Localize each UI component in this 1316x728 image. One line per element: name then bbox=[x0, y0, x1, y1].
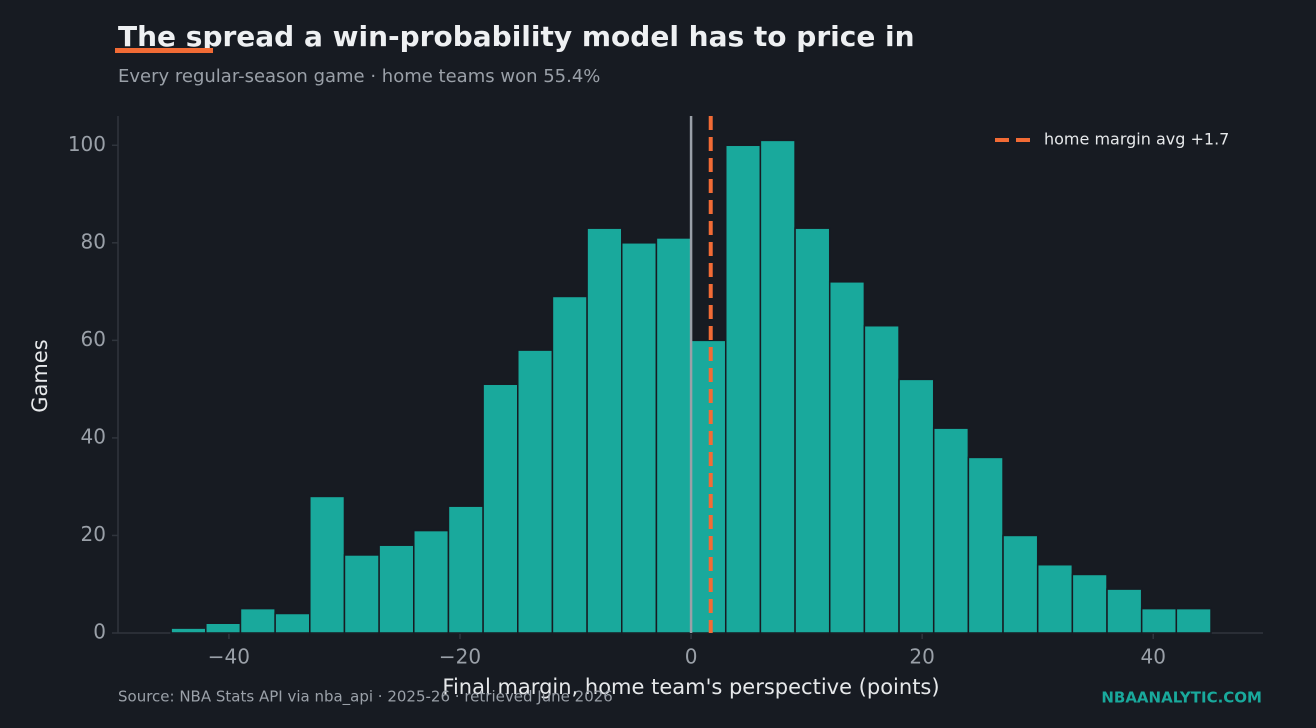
bar bbox=[828, 281, 866, 634]
y-tick-label: 60 bbox=[81, 327, 106, 351]
bar bbox=[1036, 563, 1074, 634]
y-axis-label: Games bbox=[28, 339, 52, 412]
x-tick-label: −20 bbox=[439, 645, 481, 669]
x-tick-label: 40 bbox=[1141, 645, 1166, 669]
bar bbox=[898, 378, 935, 634]
x-tick-label: 0 bbox=[685, 645, 698, 669]
bar bbox=[1106, 588, 1143, 634]
x-axis-label: Final margin, home team's perspective (p… bbox=[442, 675, 939, 699]
bar bbox=[794, 227, 831, 634]
bar bbox=[690, 339, 727, 634]
legend-label: home margin avg +1.7 bbox=[1044, 130, 1229, 149]
bar bbox=[239, 607, 276, 634]
bar bbox=[274, 612, 311, 634]
bar bbox=[517, 349, 554, 634]
bar bbox=[378, 544, 415, 634]
y-tick-label: 20 bbox=[81, 522, 106, 546]
source-note: Source: NBA Stats API via nba_api · 2025… bbox=[118, 688, 613, 707]
title-underline bbox=[115, 48, 213, 53]
bar bbox=[343, 554, 380, 634]
bar bbox=[863, 324, 900, 634]
bar bbox=[1175, 607, 1212, 634]
chart-subtitle: Every regular-season game · home teams w… bbox=[118, 66, 600, 87]
bar bbox=[551, 295, 588, 634]
y-tick-label: 40 bbox=[81, 424, 106, 448]
bar bbox=[205, 622, 242, 634]
bar bbox=[655, 237, 692, 634]
x-tick-label: 20 bbox=[909, 645, 934, 669]
bar bbox=[932, 427, 970, 634]
bar bbox=[1002, 534, 1039, 634]
bar bbox=[759, 139, 796, 634]
bar bbox=[413, 529, 450, 634]
y-tick-label: 0 bbox=[93, 620, 106, 644]
bar bbox=[1071, 573, 1108, 634]
x-tick-label: −40 bbox=[208, 645, 250, 669]
bar bbox=[1140, 607, 1178, 634]
bar bbox=[170, 627, 207, 634]
bar bbox=[724, 144, 762, 634]
bar bbox=[309, 495, 346, 634]
bar bbox=[482, 383, 519, 634]
bar bbox=[586, 227, 623, 634]
y-tick-label: 100 bbox=[68, 132, 106, 156]
brand: NBAANALYTIC.COM bbox=[1101, 689, 1262, 707]
chart-title: The spread a win-probability model has t… bbox=[118, 20, 915, 53]
bar bbox=[447, 505, 484, 634]
y-tick-label: 80 bbox=[81, 229, 106, 253]
bar bbox=[967, 456, 1004, 634]
bar bbox=[621, 242, 658, 634]
